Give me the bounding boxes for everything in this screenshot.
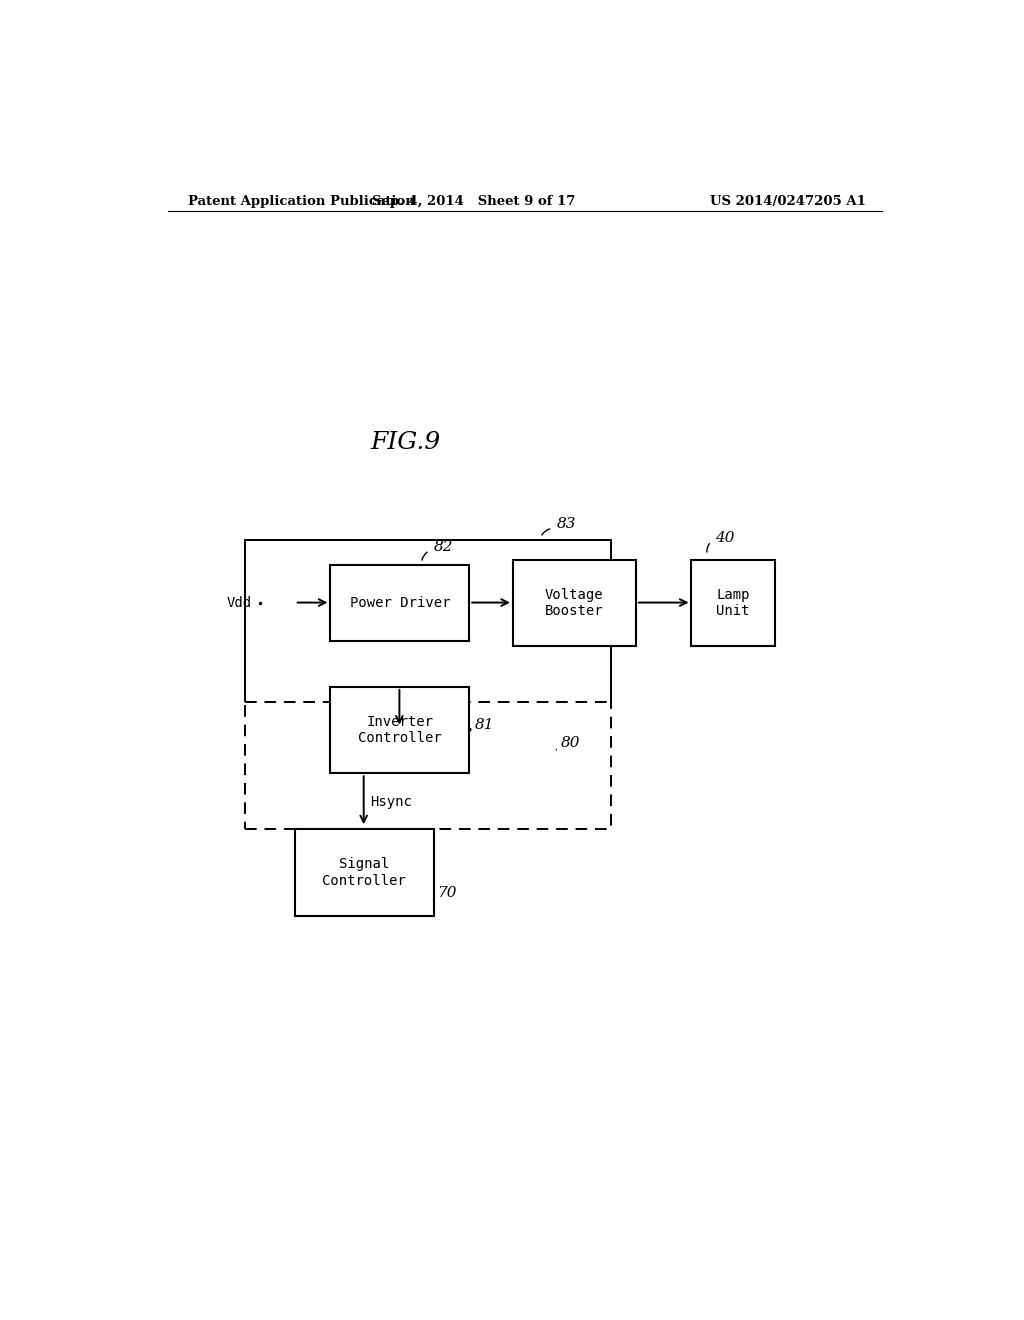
Text: Sep. 4, 2014   Sheet 9 of 17: Sep. 4, 2014 Sheet 9 of 17 [372,194,574,207]
Text: Hsync: Hsync [370,795,412,809]
Bar [331,686,469,774]
Bar [246,540,610,702]
Text: 80: 80 [560,735,580,750]
Bar [513,560,636,647]
Bar [295,829,433,916]
Text: 70: 70 [437,886,457,900]
Text: Voltage
Booster: Voltage Booster [545,587,604,618]
Text: Inverter
Controller: Inverter Controller [358,715,441,746]
Text: Signal
Controller: Signal Controller [323,857,406,887]
Text: US 2014/0247205 A1: US 2014/0247205 A1 [711,194,866,207]
Bar [331,565,469,642]
Bar [246,540,610,829]
Text: Vdd: Vdd [226,595,252,610]
Bar [691,560,775,647]
Text: 83: 83 [557,517,577,532]
Text: Patent Application Publication: Patent Application Publication [187,194,415,207]
Text: 40: 40 [715,531,735,545]
Text: FIG.9: FIG.9 [371,432,441,454]
Text: 81: 81 [475,718,495,731]
Text: 82: 82 [433,540,453,553]
Text: Power Driver: Power Driver [349,597,451,610]
Text: Lamp
Unit: Lamp Unit [717,587,750,618]
